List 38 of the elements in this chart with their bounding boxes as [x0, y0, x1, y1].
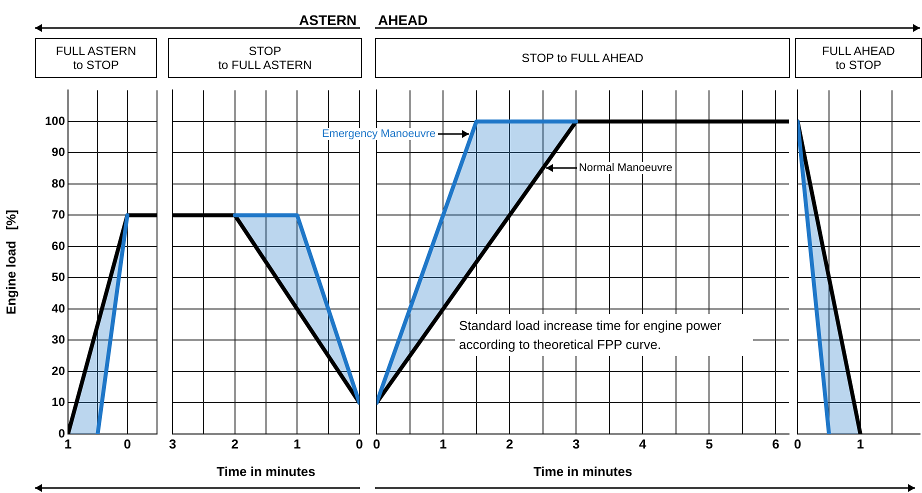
x-tick-label: 3 — [169, 436, 176, 452]
x-axis-title: Time in minutes — [533, 464, 632, 479]
chart-title: STOP to FULL ASTERN — [168, 38, 362, 78]
y-tick-label: 90 — [52, 145, 66, 160]
x-tick-label: 5 — [706, 436, 713, 452]
x-tick-label: 2 — [231, 436, 238, 452]
y-tick-label: 100 — [44, 114, 66, 128]
x-tick-label: 4 — [639, 436, 648, 452]
x-tick-label: 3 — [572, 436, 580, 452]
y-tick-label: 40 — [52, 301, 66, 316]
annotation: Standard load increase time for engine power according to theoretical FPP curve. — [455, 314, 753, 356]
chart-title: FULL AHEAD to STOP — [795, 38, 922, 78]
x-tick-label: 1 — [856, 436, 864, 452]
y-tick-label: 80 — [52, 176, 66, 190]
x-tick-label: 1 — [294, 436, 301, 452]
y-tick-label: 30 — [52, 332, 66, 347]
x-tick-label: 2 — [506, 436, 514, 452]
x-tick-label: 1 — [440, 436, 447, 452]
legend-label: Normal Manoeuvre — [576, 162, 674, 174]
chart-title: STOP to FULL AHEAD — [375, 38, 790, 78]
x-tick-label: 0 — [124, 436, 131, 452]
x-tick-label: 1 — [64, 436, 72, 452]
x-axis-title: Time in minutes — [216, 464, 316, 479]
text: ASTERN — [299, 12, 357, 28]
text: AHEAD — [378, 12, 428, 28]
y-tick-label: 50 — [52, 270, 66, 284]
y-tick-label: 20 — [52, 364, 66, 378]
y-tick-label: 0 — [58, 426, 66, 440]
chart-title: FULL ASTERN to STOP — [35, 38, 157, 78]
y-tick-label: 10 — [52, 395, 66, 410]
text: Emergency Manoeuvre — [320, 128, 438, 140]
x-tick-label: 0 — [373, 436, 380, 452]
y-tick-label: 60 — [52, 238, 66, 253]
x-tick-label: 0 — [356, 436, 363, 452]
y-tick-label: 70 — [52, 208, 66, 222]
x-tick-label: 0 — [794, 436, 802, 452]
y-axis-title: Engine load [%] — [3, 210, 18, 314]
x-tick-label: 6 — [772, 436, 780, 452]
